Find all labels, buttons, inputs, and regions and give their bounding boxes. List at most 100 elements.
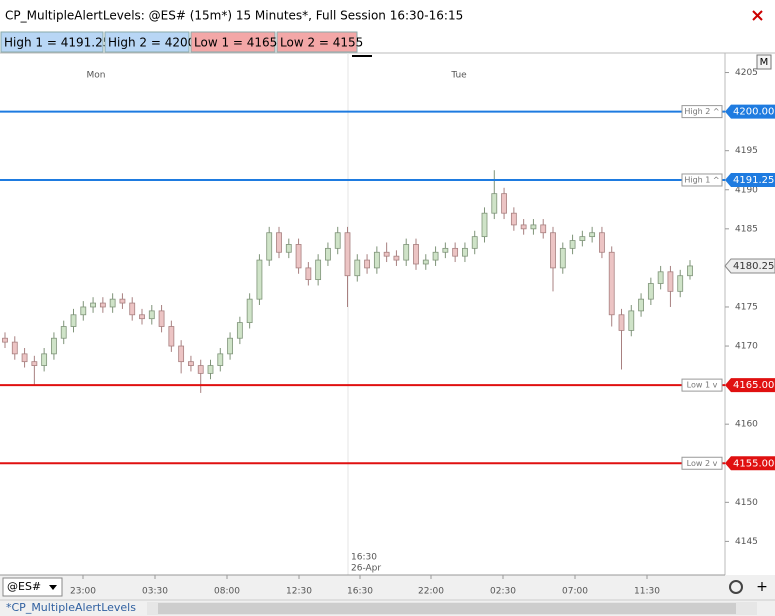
candle-body xyxy=(207,365,214,374)
y-tick-label: 4205 xyxy=(735,68,758,78)
candle-body xyxy=(628,310,635,331)
candle-body xyxy=(579,236,586,241)
candle-body xyxy=(334,232,341,249)
candle-body xyxy=(246,298,253,323)
candle-body xyxy=(119,298,126,304)
legend-box xyxy=(104,31,190,53)
session-label: 26-Apr xyxy=(351,564,381,574)
level-name-box xyxy=(681,378,723,392)
candle-body xyxy=(227,337,233,355)
symbol-dropdown[interactable] xyxy=(2,577,63,597)
candle-body xyxy=(608,251,615,316)
price-tag-label: 4155.00 xyxy=(733,458,774,469)
candle-body xyxy=(31,361,38,366)
candle-body xyxy=(432,251,439,261)
candle-body xyxy=(618,314,625,331)
candle-body xyxy=(41,353,48,366)
candle-body xyxy=(70,314,77,327)
x-tick-label: 22:00 xyxy=(418,587,444,597)
candle-body xyxy=(51,337,57,355)
candle-body xyxy=(236,322,243,339)
x-tick-label: 16:30 xyxy=(347,587,373,597)
x-tick-label: 02:30 xyxy=(490,587,516,597)
price-tag xyxy=(725,172,775,187)
legend-label: High 1 = 4191.25 xyxy=(4,36,110,50)
close-button[interactable] xyxy=(748,6,768,24)
candle-body xyxy=(276,232,282,253)
y-tick-label: 4190 xyxy=(735,185,758,195)
session-label: 16:30 xyxy=(351,553,377,563)
refresh-button[interactable] xyxy=(729,580,743,594)
candle-body xyxy=(285,244,292,253)
x-tick-label: 03:30 xyxy=(142,587,168,597)
legend-label: Low 2 = 4155 xyxy=(280,36,363,50)
candle-body xyxy=(677,275,684,292)
candle-body xyxy=(599,232,605,253)
candle-body xyxy=(657,271,664,284)
level-name-box xyxy=(681,105,723,119)
legend-box xyxy=(0,31,104,53)
candle-body xyxy=(383,251,390,257)
level-name: High 2 ^ xyxy=(684,107,719,116)
candle-body xyxy=(354,259,361,277)
candle-body xyxy=(266,232,273,261)
level-name: High 1 ^ xyxy=(684,175,719,184)
candle-body xyxy=(638,298,644,312)
candle-body xyxy=(569,240,576,249)
candle-body xyxy=(462,247,468,257)
last-price-tag xyxy=(724,258,775,274)
candle-body xyxy=(99,302,106,308)
candle-body xyxy=(540,224,547,234)
candle-body xyxy=(158,310,165,327)
level-name-box xyxy=(681,456,723,470)
candle-body xyxy=(491,193,498,214)
candle-body xyxy=(442,247,449,253)
level-name: Low 1 v xyxy=(687,381,718,390)
y-tick-label: 4185 xyxy=(735,224,758,234)
candle-body xyxy=(80,306,87,316)
candle-body xyxy=(687,265,693,277)
candle-body xyxy=(168,326,175,347)
symbol-label[interactable]: @ES# xyxy=(7,580,41,593)
candle-body xyxy=(325,247,331,261)
price-tag xyxy=(725,104,775,119)
candle-body xyxy=(109,298,116,308)
candle-body xyxy=(403,244,410,261)
candle-body xyxy=(422,259,429,265)
candle-body xyxy=(256,259,263,300)
x-tick-label: 23:00 xyxy=(70,587,96,597)
level-name-box xyxy=(681,173,723,187)
add-button[interactable]: + xyxy=(756,579,768,595)
candle-body xyxy=(471,236,478,249)
candle-body xyxy=(60,326,67,339)
candle-body xyxy=(667,271,674,292)
y-tick-label: 4160 xyxy=(735,420,758,430)
legend-box xyxy=(276,31,358,53)
sheet-tab[interactable]: *CP_MultipleAlertLevels xyxy=(6,601,136,614)
candle-body xyxy=(510,212,517,226)
scroll-thumb[interactable] xyxy=(158,603,736,614)
y-tick-label: 4175 xyxy=(735,302,758,312)
m-button[interactable] xyxy=(756,54,772,70)
candle-body xyxy=(315,259,322,281)
candle-body xyxy=(129,302,136,316)
candle-body xyxy=(305,267,312,281)
x-tick-label: 08:00 xyxy=(214,587,240,597)
legend-label: High 2 = 4200 xyxy=(108,36,195,50)
dropdown-arrow[interactable] xyxy=(49,585,57,590)
price-tag-label: 4165.00 xyxy=(733,380,774,391)
m-button-label[interactable]: M xyxy=(760,57,769,68)
candle-body xyxy=(520,224,527,230)
x-tick-label: 07:00 xyxy=(562,587,588,597)
candle-body xyxy=(148,310,155,320)
candle-body xyxy=(197,365,204,374)
candle-body xyxy=(393,255,400,261)
candle-body xyxy=(2,337,8,343)
candle-body xyxy=(178,345,185,363)
candle-body xyxy=(589,232,596,238)
day-label: Tue xyxy=(450,71,467,81)
candle-body xyxy=(481,212,488,238)
x-tick-label: 12:30 xyxy=(286,587,312,597)
